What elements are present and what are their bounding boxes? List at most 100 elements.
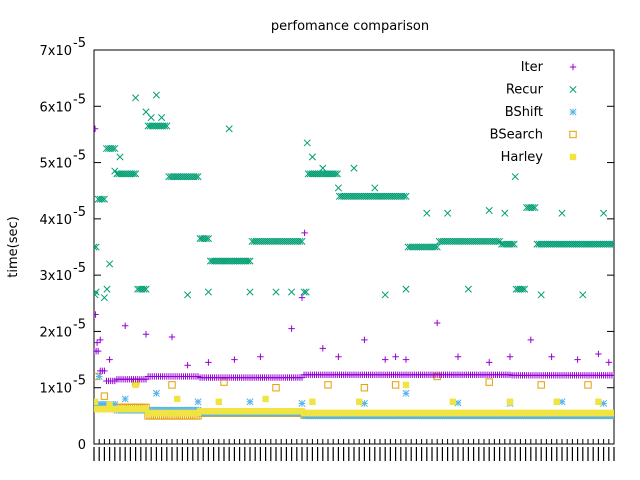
data-point-recur xyxy=(129,170,138,178)
y-axis-ticks: 01x10-52x10-53x10-54x10-55x10-56x10-57x1… xyxy=(39,36,614,453)
data-point-recur xyxy=(103,285,111,293)
data-point-recur xyxy=(334,184,342,192)
data-point-recur xyxy=(400,192,408,200)
data-point-bsearch xyxy=(537,381,545,389)
data-point-iter xyxy=(97,336,104,344)
data-point-recur xyxy=(98,195,106,203)
legend-label-bshift: BShift xyxy=(505,105,543,120)
data-point-iter xyxy=(392,353,399,360)
data-point-recur xyxy=(202,235,210,243)
y-tick-label: 4x10 xyxy=(39,213,72,228)
data-point-bsearch xyxy=(272,384,280,392)
legend-marker-iter xyxy=(569,63,577,71)
data-point-iter xyxy=(595,350,602,358)
data-point-recur xyxy=(132,170,140,178)
data-point-iter xyxy=(94,125,99,132)
data-point-recur xyxy=(531,204,539,212)
data-point-recur xyxy=(204,288,212,296)
legend-label-harley: Harley xyxy=(501,150,544,165)
data-point-recur xyxy=(225,125,233,133)
y-tick-label-exponent: -5 xyxy=(73,374,86,389)
data-point-recur xyxy=(333,170,341,178)
data-point-recur xyxy=(402,192,410,200)
data-point-recur xyxy=(610,240,614,248)
data-point-recur xyxy=(94,243,98,251)
y-tick-label-exponent: -5 xyxy=(73,92,86,107)
data-point-recur xyxy=(142,285,150,293)
data-point-recur xyxy=(204,235,212,243)
data-point-recur xyxy=(510,240,518,248)
data-point-bshift xyxy=(402,389,410,397)
data-point-recur xyxy=(300,288,308,296)
data-point-iter xyxy=(257,353,264,360)
data-point-iter xyxy=(527,336,534,344)
data-point-harley xyxy=(94,398,99,405)
data-point-iter xyxy=(486,359,493,366)
data-point-iter xyxy=(288,325,295,332)
y-tick-label: 1x10 xyxy=(39,382,72,397)
data-point-harley xyxy=(142,405,150,413)
legend-label-iter: Iter xyxy=(521,60,544,75)
data-point-iter xyxy=(122,322,129,329)
data-point-recur xyxy=(485,206,493,214)
data-point-bsearch xyxy=(391,381,400,389)
data-point-bshift xyxy=(194,398,202,406)
y-tick-label-exponent: -5 xyxy=(73,205,86,220)
data-point-iter xyxy=(506,353,514,360)
data-point-recur xyxy=(244,257,252,265)
data-point-bsearch xyxy=(485,378,493,386)
data-point-recur xyxy=(184,291,192,299)
data-point-iter xyxy=(382,356,389,363)
data-point-harley xyxy=(506,398,514,405)
data-point-recur xyxy=(111,144,119,153)
data-point-recur xyxy=(272,288,280,296)
data-point-recur xyxy=(529,204,537,212)
data-point-bshift xyxy=(600,399,608,408)
data-point-harley xyxy=(553,398,560,405)
data-point-harley xyxy=(174,395,181,403)
data-point-iter xyxy=(605,359,612,366)
data-point-recur xyxy=(302,288,310,296)
data-point-iter xyxy=(361,336,368,344)
y-tick-label: 6x10 xyxy=(39,100,72,115)
data-point-harley xyxy=(215,398,222,405)
y-tick-label: 5x10 xyxy=(39,157,72,172)
data-point-recur xyxy=(521,285,529,293)
y-axis-label: time(sec) xyxy=(6,216,21,277)
data-point-iter xyxy=(168,333,176,341)
data-point-bsearch xyxy=(168,381,176,389)
data-point-recur xyxy=(288,288,296,296)
data-point-recur xyxy=(100,294,108,302)
x-axis-ticks xyxy=(93,439,615,461)
data-point-recur xyxy=(508,240,516,248)
data-point-iter xyxy=(94,339,101,346)
data-point-bshift xyxy=(360,399,368,408)
data-point-iter xyxy=(434,319,441,327)
data-point-recur xyxy=(246,288,254,296)
data-point-recur xyxy=(192,173,200,181)
data-point-recur xyxy=(94,243,100,251)
legend: Iter Recur BShift BSearch Harley xyxy=(490,60,577,165)
data-point-recur xyxy=(163,122,171,130)
data-point-recur xyxy=(147,113,155,122)
legend-label-bsearch: BSearch xyxy=(490,128,543,143)
data-point-bshift xyxy=(298,399,306,408)
data-point-bshift xyxy=(558,398,566,406)
legend-marker-bsearch xyxy=(569,130,577,139)
data-point-recur xyxy=(444,209,452,217)
data-point-bsearch xyxy=(584,381,592,389)
data-point-recur xyxy=(558,209,566,217)
data-point-harley xyxy=(595,398,602,405)
y-tick-label: 0 xyxy=(78,438,86,453)
data-point-recur xyxy=(600,209,608,217)
data-point-bsearch xyxy=(360,384,369,392)
data-point-recur xyxy=(433,243,441,251)
data-point-bshift xyxy=(152,389,160,397)
data-point-recur xyxy=(402,285,410,293)
data-point-recur xyxy=(319,164,327,172)
data-point-harley xyxy=(610,409,614,417)
data-point-recur xyxy=(298,237,306,245)
y-tick-label: 2x10 xyxy=(39,325,72,340)
data-point-recur xyxy=(140,285,148,293)
